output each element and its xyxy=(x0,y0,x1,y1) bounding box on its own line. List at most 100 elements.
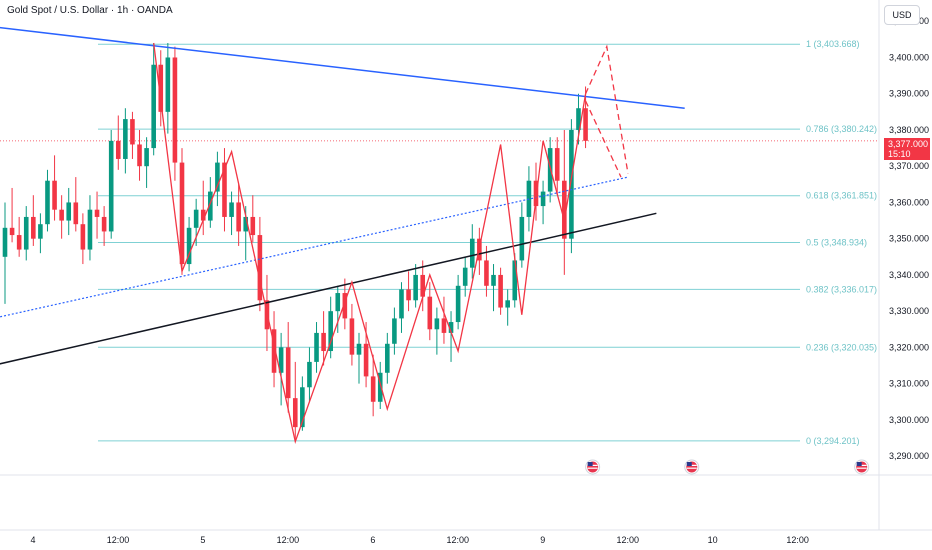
candle-body xyxy=(31,216,36,239)
candle-body xyxy=(165,57,171,112)
candle-body xyxy=(377,372,383,402)
candle-body xyxy=(321,332,326,352)
y-tick-label: 3,350.000 xyxy=(889,234,929,244)
candle-body xyxy=(236,202,241,232)
candle-body xyxy=(406,289,411,301)
candle-body xyxy=(158,64,164,112)
trendline-resistance xyxy=(0,26,685,109)
candle-body xyxy=(80,224,86,250)
candle-body xyxy=(569,129,574,239)
candle-body xyxy=(52,180,57,210)
candle-body xyxy=(491,274,496,286)
candle-body xyxy=(385,343,390,373)
candle-body xyxy=(356,343,362,355)
candle-body xyxy=(87,209,93,250)
candle-body xyxy=(179,162,185,265)
candle-body xyxy=(108,140,114,232)
candle-body xyxy=(23,216,29,250)
candle-body xyxy=(448,322,454,333)
us-flag-icon xyxy=(854,459,870,475)
y-tick-label: 3,320.000 xyxy=(889,342,929,352)
trendline-support xyxy=(0,212,657,365)
candle-body xyxy=(455,285,461,323)
candle-body xyxy=(392,318,397,344)
candle-body xyxy=(271,329,277,373)
candle-body xyxy=(413,274,418,301)
projection-line xyxy=(585,44,629,174)
candle-body xyxy=(208,191,213,221)
candle-body xyxy=(562,180,567,239)
x-tick-label: 4 xyxy=(30,535,35,545)
fibonacci-retracement: 1 (3,403.668) 0.786 (3,380.242) 0.618 (3,3… xyxy=(0,39,879,446)
candle-body xyxy=(215,162,220,192)
candle-body xyxy=(229,202,234,217)
candle-body xyxy=(151,64,156,149)
candle-body xyxy=(314,332,319,362)
candle-body xyxy=(307,361,312,388)
candle-body xyxy=(583,108,588,141)
candle-body xyxy=(576,108,581,130)
x-tick-label: 12:00 xyxy=(786,535,809,545)
candle-body xyxy=(540,191,546,207)
candle-body xyxy=(66,202,72,221)
x-tick-label: 12:00 xyxy=(447,535,470,545)
candle-body xyxy=(45,180,50,225)
pattern-line xyxy=(153,42,587,444)
y-tick-label: 3,400.000 xyxy=(889,52,929,62)
candle-body xyxy=(2,227,8,257)
candle-body xyxy=(222,162,227,217)
candle-body xyxy=(9,227,15,236)
candle-body xyxy=(498,274,503,308)
us-flag-icon-stripe xyxy=(587,467,598,469)
candle-body xyxy=(469,238,475,268)
fib-level-label: 0.5 (3,348.934) xyxy=(806,238,867,248)
x-tick-label: 9 xyxy=(540,535,545,545)
projection-line-alt xyxy=(585,100,622,178)
us-flag-icon-stripe xyxy=(856,467,867,469)
candle-body xyxy=(200,209,206,221)
zigzag-pattern xyxy=(153,42,629,444)
candle-body xyxy=(328,311,333,352)
candle-body xyxy=(554,148,560,181)
candle-body xyxy=(101,216,107,232)
candle-body xyxy=(292,398,298,428)
trendline-channel xyxy=(0,176,629,318)
fib-level-label: 0.236 (3,320.035) xyxy=(806,342,877,352)
candle-body xyxy=(250,216,256,236)
x-tick-label: 10 xyxy=(708,535,718,545)
candle-body xyxy=(123,119,128,159)
fib-level-label: 1 (3,403.668) xyxy=(806,39,860,49)
us-flag-icon-canton xyxy=(856,462,862,466)
economic-events xyxy=(585,459,870,475)
fib-level-label: 0.618 (3,361.851) xyxy=(806,191,877,201)
candle-body xyxy=(285,347,291,399)
candle-body xyxy=(16,235,22,250)
candle-body xyxy=(462,267,468,286)
candle-body xyxy=(186,227,192,265)
candle-body xyxy=(335,293,341,312)
y-tick-label: 3,390.000 xyxy=(889,89,929,99)
trendlines xyxy=(0,26,685,365)
candle-body xyxy=(38,224,43,239)
candle-body xyxy=(370,376,376,402)
time-axis: 4 12:00 5 12:00 6 12:00 9 12:00 10 12:00 xyxy=(30,535,808,545)
currency-button[interactable]: USD xyxy=(884,5,920,25)
y-tick-label: 3,310.000 xyxy=(889,379,929,389)
candle-body xyxy=(193,209,199,228)
candle-body xyxy=(278,347,284,373)
y-tick-label: 3,300.000 xyxy=(889,415,929,425)
candle-body xyxy=(59,209,64,221)
us-flag-icon xyxy=(585,459,601,475)
candle-body xyxy=(434,318,440,330)
candle-body xyxy=(130,119,135,145)
price-axis: 3,290.000 3,300.000 3,310.000 3,320.000 3,33… xyxy=(889,16,929,461)
candle-body xyxy=(484,260,489,286)
us-flag-icon-canton xyxy=(587,462,593,466)
candle-body xyxy=(420,274,426,297)
current-price-label: 3,377.000 15:10 xyxy=(884,138,930,160)
x-tick-label: 6 xyxy=(370,535,375,545)
candle-body xyxy=(172,57,178,163)
candle-body xyxy=(137,144,142,167)
candle-body xyxy=(349,318,355,355)
